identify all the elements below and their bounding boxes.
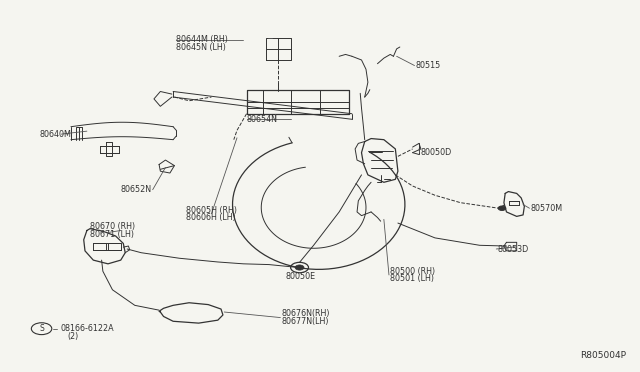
Text: R805004P: R805004P xyxy=(580,351,627,360)
Text: 80640M: 80640M xyxy=(39,129,71,139)
Text: 80605H (RH): 80605H (RH) xyxy=(186,206,237,215)
Text: 80500 (RH): 80500 (RH) xyxy=(390,267,435,276)
Text: 80670 (RH): 80670 (RH) xyxy=(90,222,135,231)
Text: S: S xyxy=(39,324,44,333)
Text: 80501 (LH): 80501 (LH) xyxy=(390,274,435,283)
Circle shape xyxy=(295,265,304,270)
Text: 80644M (RH): 80644M (RH) xyxy=(176,35,228,44)
Text: 80050D: 80050D xyxy=(421,148,452,157)
Text: 80515: 80515 xyxy=(416,61,441,70)
Text: 08166-6122A: 08166-6122A xyxy=(60,324,114,333)
Text: 80053D: 80053D xyxy=(497,244,529,253)
Text: 80050E: 80050E xyxy=(286,272,316,281)
Text: 80606H (LH): 80606H (LH) xyxy=(186,213,236,222)
Text: 80676N(RH): 80676N(RH) xyxy=(282,310,330,318)
Text: 80671 (LH): 80671 (LH) xyxy=(90,230,134,239)
Text: (2): (2) xyxy=(68,331,79,341)
Text: 80654N: 80654N xyxy=(246,115,278,124)
Text: 80652N: 80652N xyxy=(121,185,152,194)
Text: 80570M: 80570M xyxy=(531,204,563,213)
Text: 80677N(LH): 80677N(LH) xyxy=(282,317,329,326)
Circle shape xyxy=(498,206,506,211)
Text: 80645N (LH): 80645N (LH) xyxy=(176,42,226,51)
